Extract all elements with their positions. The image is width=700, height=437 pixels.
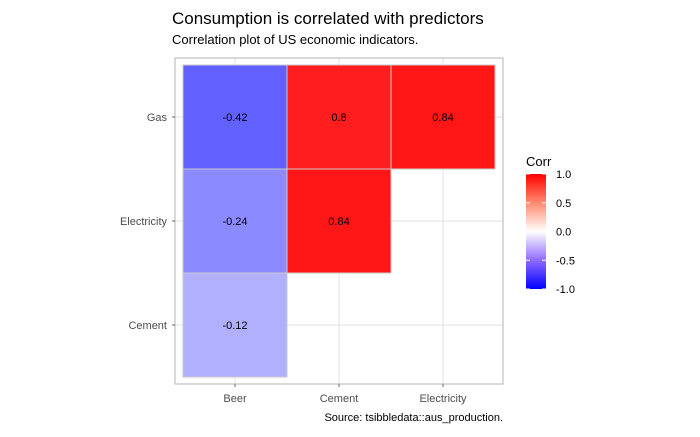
legend-title: Corr	[526, 154, 552, 169]
heatmap-cells: -0.42 0.8 0.84 -0.24 0.84 -0.12	[182, 64, 496, 378]
color-legend: Corr 1.0 0.5 0.0 -0.5 -1.0	[526, 154, 575, 296]
cell-value-label: -0.24	[222, 216, 247, 228]
legend-tick-label: -1.0	[556, 284, 575, 296]
cell-value-label: -0.42	[222, 112, 247, 124]
x-axis-tick-labels: Beer Cement Electricity	[223, 384, 467, 405]
chart-subtitle: Correlation plot of US economic indicato…	[172, 32, 418, 47]
chart-title: Consumption is correlated with predictor…	[172, 9, 484, 28]
chart-caption: Source: tsibbledata::aus_production.	[324, 412, 503, 424]
legend-tick-label: 1.0	[556, 169, 571, 181]
y-axis-tick-labels: Gas Electricity Cement	[120, 112, 175, 332]
x-tick-label: Beer	[223, 393, 247, 405]
y-tick-label: Cement	[128, 320, 167, 332]
x-tick-label: Electricity	[419, 393, 467, 405]
legend-tick-label: -0.5	[556, 255, 575, 267]
legend-tick-label: 0.5	[556, 198, 571, 210]
legend-tick-label: 0.0	[556, 227, 571, 239]
legend-colorbar	[526, 174, 546, 289]
heatmap-cell	[390, 64, 496, 170]
y-tick-label: Gas	[147, 112, 168, 124]
legend-ticks: 1.0 0.5 0.0 -0.5 -1.0	[526, 169, 575, 296]
cell-value-label: 0.8	[331, 112, 346, 124]
cell-value-label: 0.84	[328, 216, 349, 228]
heatmap-cell	[286, 168, 392, 274]
cell-value-label: 0.84	[432, 112, 453, 124]
heatmap-cell	[182, 272, 288, 378]
cell-value-label: -0.12	[222, 320, 247, 332]
x-tick-label: Cement	[320, 393, 359, 405]
y-tick-label: Electricity	[120, 216, 168, 228]
heatmap-cell	[182, 64, 288, 170]
